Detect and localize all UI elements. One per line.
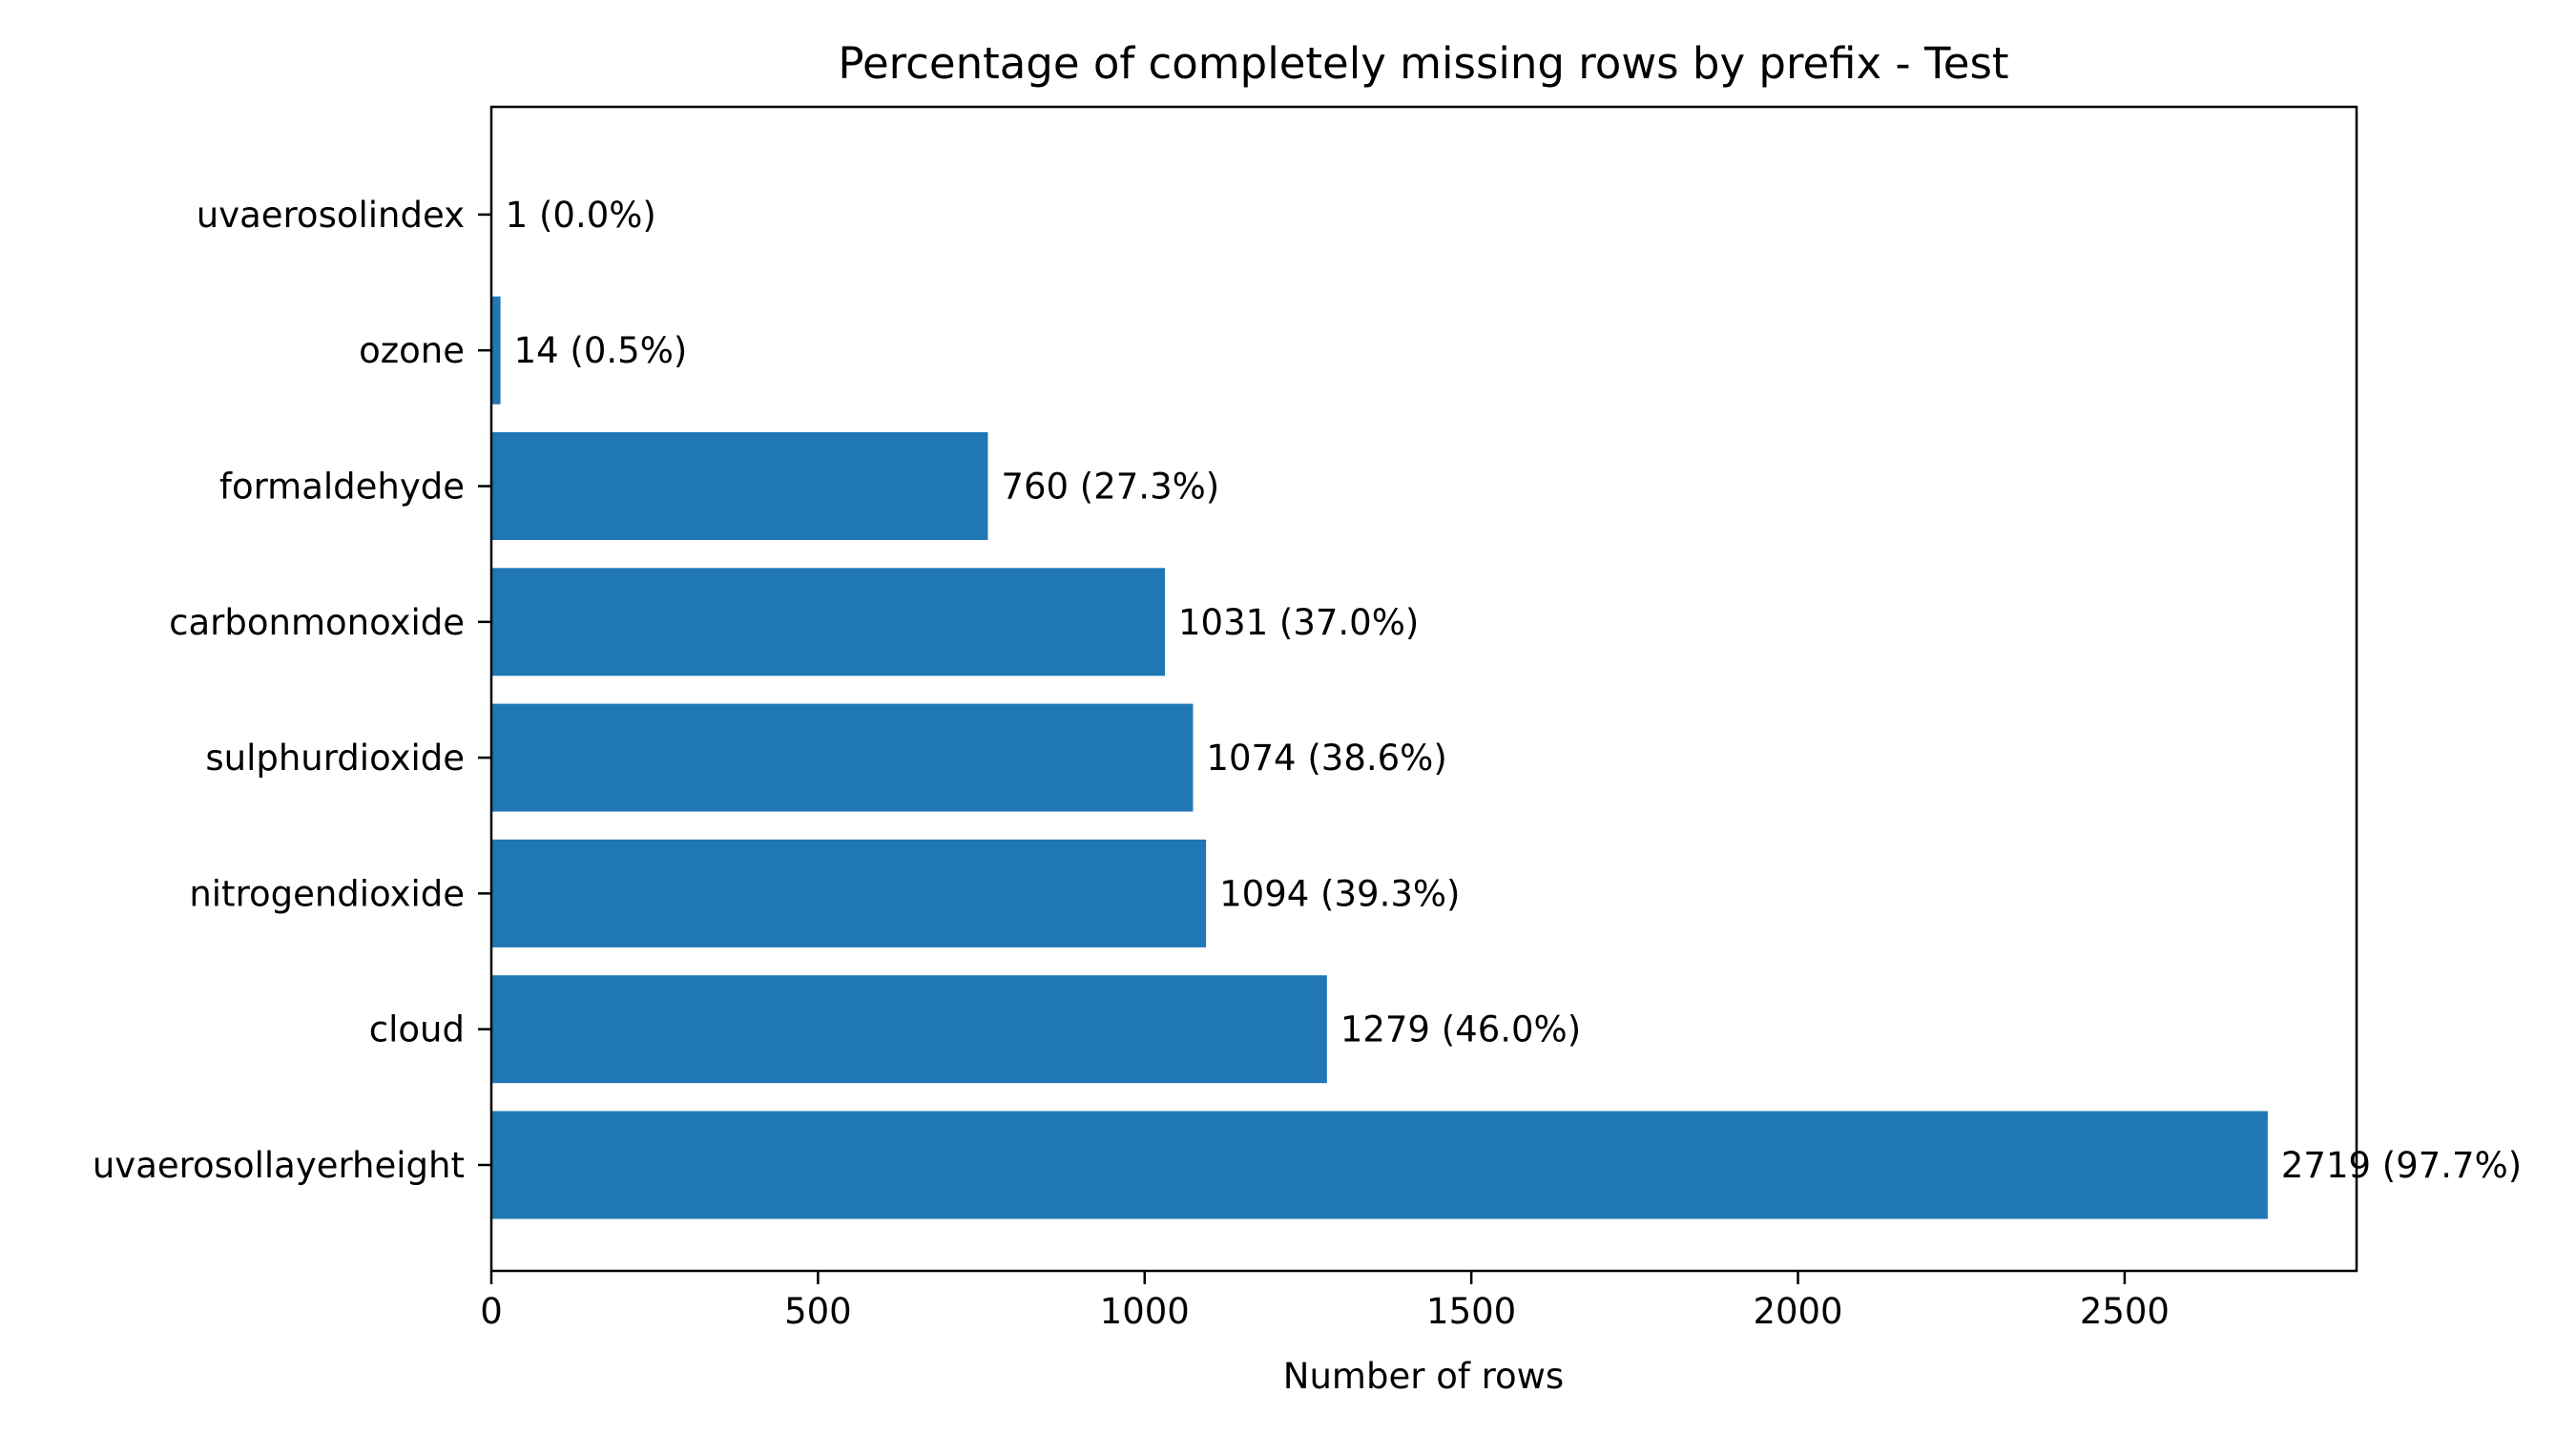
y-axis: uvaerosollayerheight cloud nitrogendioxide… — [93, 195, 491, 1186]
x-axis-label: Number of rows — [1283, 1356, 1564, 1397]
data-label-sulphurdioxide: 1074 (38.6%) — [1206, 738, 1446, 779]
y-tick-label-uvaerosolindex: uvaerosolindex — [197, 195, 465, 236]
bar-nitrogendioxide — [491, 839, 1207, 947]
y-tick-label-ozone: ozone — [359, 330, 465, 371]
bar-cloud — [491, 975, 1327, 1084]
x-tick-label: 500 — [784, 1291, 852, 1332]
x-tick-label: 1000 — [1100, 1291, 1190, 1332]
data-label-nitrogendioxide: 1094 (39.3%) — [1219, 873, 1460, 914]
y-tick-label-uvaerosollayerheight: uvaerosollayerheight — [93, 1145, 465, 1186]
data-label-cloud: 1279 (46.0%) — [1340, 1009, 1581, 1050]
bars-layer — [491, 160, 2268, 1219]
data-label-carbonmonoxide: 1031 (37.0%) — [1178, 602, 1419, 643]
y-tick-label-formaldehyde: formaldehyde — [219, 467, 465, 508]
x-axis: 0 500 1000 1500 2000 2500 — [480, 1271, 2170, 1332]
x-tick-label: 2500 — [2080, 1291, 2170, 1332]
y-tick-label-cloud: cloud — [369, 1009, 465, 1050]
bar-carbonmonoxide — [491, 568, 1165, 676]
chart-title: Percentage of completely missing rows by… — [838, 38, 2008, 89]
data-label-formaldehyde: 760 (27.3%) — [1001, 467, 1219, 508]
bar-formaldehyde — [491, 432, 988, 540]
bar-ozone — [491, 296, 501, 405]
x-tick-label: 1500 — [1426, 1291, 1516, 1332]
data-label-ozone: 14 (0.5%) — [514, 330, 688, 371]
x-tick-label: 2000 — [1753, 1291, 1842, 1332]
data-labels-layer: 2719 (97.7%) 1279 (46.0%) 1094 (39.3%) 1074… — [506, 195, 2523, 1186]
data-label-uvaerosolindex: 1 (0.0%) — [506, 195, 656, 236]
y-tick-label-sulphurdioxide: sulphurdioxide — [205, 738, 465, 779]
y-tick-label-nitrogendioxide: nitrogendioxide — [189, 873, 465, 914]
bar-uvaerosollayerheight — [491, 1111, 2268, 1219]
bar-sulphurdioxide — [491, 703, 1194, 812]
plot-frame — [489, 105, 2358, 1273]
data-label-uvaerosollayerheight: 2719 (97.7%) — [2281, 1145, 2522, 1186]
x-tick-label: 0 — [480, 1291, 503, 1332]
y-tick-label-carbonmonoxide: carbonmonoxide — [169, 602, 465, 643]
